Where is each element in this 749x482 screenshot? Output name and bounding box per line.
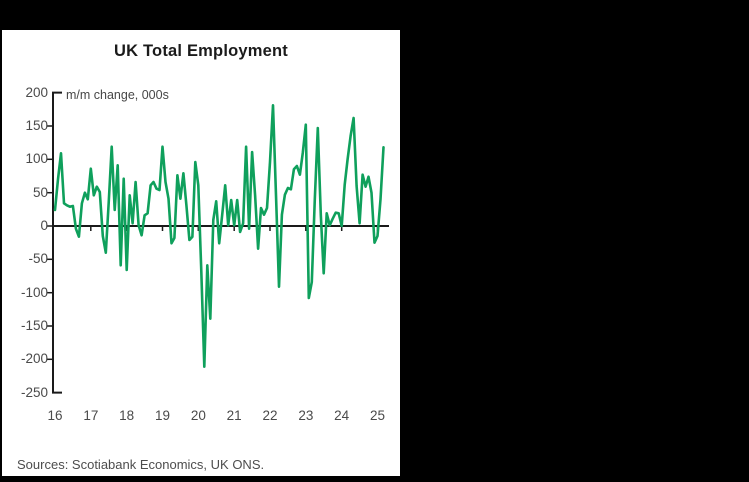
x-tick-label: 18 (119, 408, 135, 423)
employment-line-series (53, 104, 385, 369)
y-tick-label: -50 (28, 251, 48, 267)
x-tick-label: 22 (262, 408, 278, 423)
x-tick-label: 16 (47, 408, 63, 423)
y-tick-label: -100 (20, 284, 48, 300)
top-black-band (0, 0, 749, 30)
y-tick-label: 100 (25, 151, 48, 167)
x-tick-label: 25 (369, 408, 385, 423)
y-tick-label: 150 (25, 118, 48, 133)
y-tick-label: 0 (40, 218, 48, 233)
axis-unit-annotation: m/m change, 000s (66, 88, 169, 102)
x-tick-label: 24 (334, 408, 350, 423)
y-tick-label: 50 (32, 184, 48, 200)
plot-area (47, 91, 389, 394)
chart-title: UK Total Employment (113, 42, 288, 60)
x-tick-label: 19 (154, 408, 170, 423)
chart-panel: UK Total Employment m/m change, 000s 200… (2, 30, 400, 476)
y-tick-label: -200 (20, 351, 48, 367)
x-tick-label: 21 (226, 408, 242, 423)
x-tick-label: 23 (298, 408, 314, 423)
source-note: Sources: Scotiabank Economics, UK ONS. (17, 457, 265, 472)
y-tick-label: -150 (20, 318, 48, 333)
y-tick-label: 200 (25, 84, 48, 100)
x-tick-label: 20 (190, 408, 206, 423)
x-tick-label: 17 (83, 408, 99, 423)
y-tick-label: -250 (20, 384, 48, 400)
